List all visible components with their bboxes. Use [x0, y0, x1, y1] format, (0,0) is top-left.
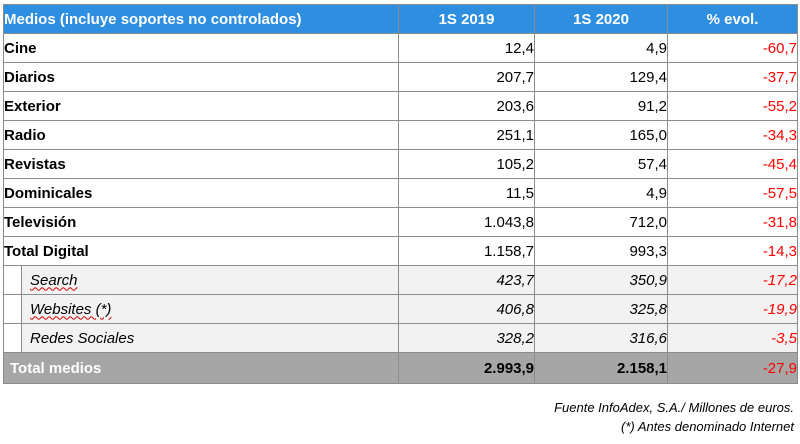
row-label: Cine [2, 33, 400, 63]
subrow-label-text: Websites (*) [30, 300, 112, 318]
value-2019: 203,6 [398, 91, 536, 121]
value-2019: 11,5 [398, 178, 536, 208]
value-2020: 712,0 [534, 207, 669, 237]
row-label: Exterior [2, 91, 400, 121]
table-row: Televisión 1.043,8 712,0 -31,8 [2, 207, 799, 237]
value-2020: 4,9 [534, 178, 669, 208]
row-label: Total Digital [2, 236, 400, 266]
table-subrow: Redes Sociales 328,2 316,6 -3,5 [3, 323, 799, 353]
header-1s-2019: 1S 2019 [398, 4, 536, 34]
value-2019: 251,1 [398, 120, 536, 150]
value-evol: -57,5 [667, 178, 799, 208]
table-row: Dominicales 11,5 4,9 -57,5 [2, 178, 799, 208]
header-evol: % evol. [667, 4, 799, 34]
indent-cell [3, 265, 22, 295]
value-2020: 993,3 [534, 236, 669, 266]
indent-cell [3, 294, 22, 324]
value-2020: 57,4 [534, 149, 669, 179]
total-2020: 2.158,1 [534, 352, 669, 384]
row-label: Televisión [2, 207, 400, 237]
value-evol: -45,4 [667, 149, 799, 179]
total-evol: -27,9 [667, 352, 799, 384]
value-2019: 328,2 [398, 323, 536, 353]
value-evol: -19,9 [667, 294, 799, 324]
value-2020: 325,8 [534, 294, 669, 324]
footnotes: Fuente InfoAdex, S.A./ Millones de euros… [554, 398, 794, 436]
value-evol: -31,8 [667, 207, 799, 237]
value-2020: 129,4 [534, 62, 669, 92]
value-2020: 316,6 [534, 323, 669, 353]
value-evol: -34,3 [667, 120, 799, 150]
value-2019: 105,2 [398, 149, 536, 179]
indent-cell [3, 323, 22, 353]
value-2019: 1.043,8 [398, 207, 536, 237]
value-2020: 165,0 [534, 120, 669, 150]
row-label: Diarios [2, 62, 400, 92]
total-2019: 2.993,9 [398, 352, 536, 384]
value-evol: -3,5 [667, 323, 799, 353]
header-1s-2020: 1S 2020 [534, 4, 669, 34]
value-evol: -14,3 [667, 236, 799, 266]
table-row: Radio 251,1 165,0 -34,3 [2, 120, 799, 150]
header-medios: Medios (incluye soportes no controlados) [2, 4, 400, 34]
table-row: Revistas 105,2 57,4 -45,4 [2, 149, 799, 179]
row-label: Revistas [2, 149, 400, 179]
value-2019: 12,4 [398, 33, 536, 63]
value-2019: 423,7 [398, 265, 536, 295]
row-label: Dominicales [2, 178, 400, 208]
subrow-label: Redes Sociales [20, 323, 400, 353]
table-subrow: Websites (*) 406,8 325,8 -19,9 [3, 294, 799, 324]
value-2019: 1.158,7 [398, 236, 536, 266]
asterisk-note: (*) Antes denominado Internet [621, 419, 794, 434]
table-row: Exterior 203,6 91,2 -55,2 [2, 91, 799, 121]
value-2019: 406,8 [398, 294, 536, 324]
table-row: Cine 12,4 4,9 -60,7 [2, 33, 799, 63]
value-2020: 91,2 [534, 91, 669, 121]
subrow-label: Search [20, 265, 400, 295]
value-2019: 207,7 [398, 62, 536, 92]
table-subrow: Search 423,7 350,9 -17,2 [3, 265, 799, 295]
value-evol: -55,2 [667, 91, 799, 121]
total-row: Total medios 2.993,9 2.158,1 -27,9 [2, 352, 799, 384]
media-investment-table: Medios (incluye soportes no controlados)… [2, 4, 799, 384]
table-row: Total Digital 1.158,7 993,3 -14,3 [2, 236, 799, 266]
subrow-label-text: Search [30, 271, 78, 289]
value-evol: -17,2 [667, 265, 799, 295]
value-evol: -60,7 [667, 33, 799, 63]
value-evol: -37,7 [667, 62, 799, 92]
source-note: Fuente InfoAdex, S.A./ Millones de euros… [554, 400, 794, 415]
value-2020: 4,9 [534, 33, 669, 63]
value-2020: 350,9 [534, 265, 669, 295]
table-header-row: Medios (incluye soportes no controlados)… [2, 4, 799, 34]
row-label: Radio [2, 120, 400, 150]
subrow-label: Websites (*) [20, 294, 400, 324]
total-label: Total medios [2, 352, 400, 384]
table-row: Diarios 207,7 129,4 -37,7 [2, 62, 799, 92]
